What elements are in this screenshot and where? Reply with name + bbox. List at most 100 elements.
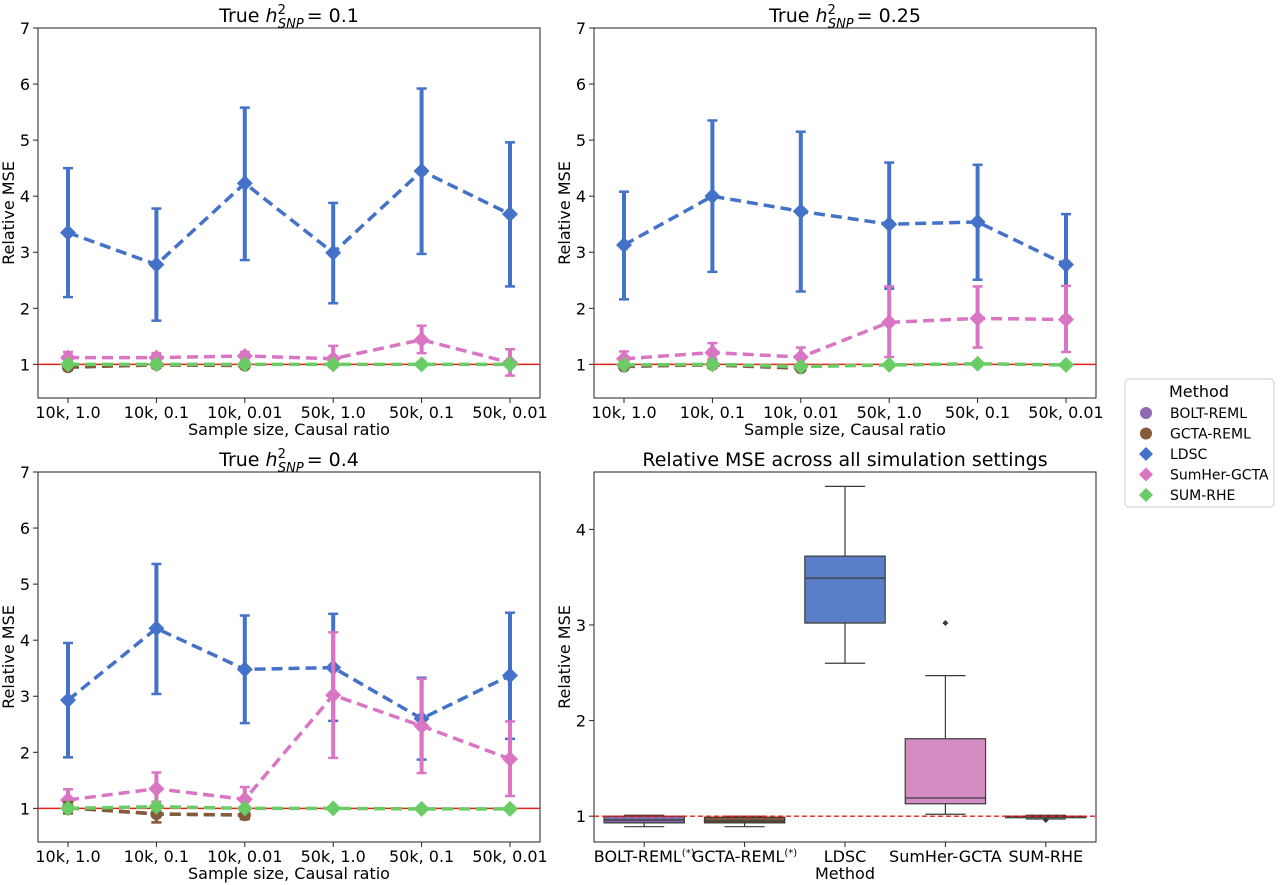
data-point: [236, 791, 253, 808]
y-tick-label: 2: [20, 743, 30, 762]
y-tick-label: 1: [20, 799, 30, 818]
box-bolt-reml: [603, 814, 685, 828]
box-iqr: [703, 816, 786, 824]
data-point: [325, 687, 342, 704]
data-point: [60, 356, 76, 373]
x-tick-label: SumHer-GCTA: [889, 847, 1002, 866]
x-tick-label: 50k, 1.0: [857, 403, 922, 422]
y-tick-label: 2: [576, 299, 586, 318]
data-point: [236, 661, 253, 678]
data-point: [236, 800, 253, 817]
x-tick-label: 10k, 1.0: [35, 403, 100, 422]
data-point: [236, 175, 253, 192]
box-gcta-reml: [703, 815, 786, 828]
legend-marker-sum-rhe: [1139, 488, 1153, 502]
y-tick-label: 3: [576, 616, 586, 635]
data-point: [236, 347, 253, 364]
y-tick-label: 1: [576, 355, 586, 374]
x-tick-label: BOLT-REML(*): [594, 847, 695, 866]
x-tick-label: SUM-RHE: [1008, 847, 1083, 866]
data-point: [148, 780, 165, 797]
y-tick-label: 7: [20, 19, 30, 38]
plot-frame: [37, 471, 541, 843]
y-tick-label: 1: [576, 807, 586, 826]
data-point: [969, 213, 986, 230]
data-point: [325, 244, 342, 261]
series-line: [67, 168, 511, 267]
y-tick-label: 1: [20, 355, 30, 374]
legend-label-ldsc: LDSC: [1170, 447, 1207, 463]
y-tick-label: 2: [576, 712, 586, 731]
y-axis-label: Relative MSE: [555, 605, 574, 709]
box-iqr: [904, 738, 987, 805]
series-line: [623, 316, 1067, 361]
panel-boxplot: Relative MSE across all simulation setti…: [555, 449, 1097, 883]
data-point: [704, 344, 721, 361]
x-tick-label: 50k, 0.01: [472, 403, 547, 422]
x-axis-label: Sample size, Causal ratio: [744, 420, 946, 439]
x-tick-label: 10k, 0.1: [124, 847, 189, 866]
y-axis-label: Relative MSE: [0, 161, 18, 265]
x-tick-label: 50k, 0.1: [389, 847, 454, 866]
y-tick-label: 5: [576, 131, 586, 150]
legend-marker-bolt-reml: [1140, 407, 1152, 419]
y-tick-label: 3: [576, 243, 586, 262]
series-sumher-gcta: [60, 631, 518, 811]
data-point: [148, 798, 165, 815]
y-tick-label: 7: [20, 463, 30, 482]
legend-title: Method: [1169, 382, 1229, 401]
series-sumher-gcta: [60, 324, 518, 377]
y-tick-label: 3: [20, 243, 30, 262]
y-axis-label: Relative MSE: [555, 161, 574, 265]
data-point: [1058, 256, 1074, 273]
data-point: [616, 356, 632, 373]
legend-label-gcta-reml: GCTA-REML: [1170, 427, 1251, 443]
x-tick-label: LDSC: [824, 847, 867, 866]
data-point: [792, 349, 809, 366]
data-point: [502, 800, 518, 817]
y-tick-label: 4: [576, 520, 586, 539]
data-point: [881, 314, 898, 331]
data-point: [502, 206, 518, 223]
outlier-point: [942, 620, 949, 627]
series-ldsc: [60, 87, 518, 322]
y-tick-label: 3: [20, 687, 30, 706]
x-axis-label: Method: [815, 864, 875, 883]
data-point: [325, 356, 342, 373]
x-tick-label: 10k, 0.01: [207, 403, 282, 422]
data-point: [148, 356, 165, 373]
legend-marker-ldsc: [1139, 447, 1153, 461]
box-sumher-gcta: [904, 620, 987, 815]
data-point: [881, 216, 898, 233]
series-ldsc: [616, 119, 1074, 318]
box-ldsc: [804, 485, 886, 664]
series-sum-rhe: [60, 798, 518, 817]
legend-label-bolt-reml: BOLT-REML: [1170, 406, 1247, 422]
series-sum-rhe: [60, 356, 518, 373]
x-axis-label: Sample size, Causal ratio: [188, 864, 390, 883]
y-tick-label: 5: [20, 575, 30, 594]
legend-label-sumher-gcta: SumHer-GCTA: [1170, 468, 1269, 484]
data-point: [969, 355, 986, 372]
y-tick-label: 4: [576, 187, 586, 206]
box-iqr: [804, 555, 886, 624]
series-sumher-gcta: [616, 284, 1074, 367]
x-tick-label: 50k, 0.01: [472, 847, 547, 866]
plot-frame: [37, 27, 541, 399]
y-axis-label: Relative MSE: [0, 605, 18, 709]
series-line: [66, 626, 511, 721]
data-point: [1058, 311, 1074, 328]
series-line: [623, 362, 1067, 369]
x-tick-label: 10k, 1.0: [35, 847, 100, 866]
data-point: [502, 667, 518, 684]
x-tick-label: GCTA-REML(*): [692, 847, 797, 866]
y-tick-label: 2: [20, 299, 30, 318]
y-tick-label: 4: [20, 187, 30, 206]
x-tick-label: 50k, 1.0: [301, 403, 366, 422]
series-line: [67, 804, 510, 811]
data-point: [60, 224, 76, 241]
